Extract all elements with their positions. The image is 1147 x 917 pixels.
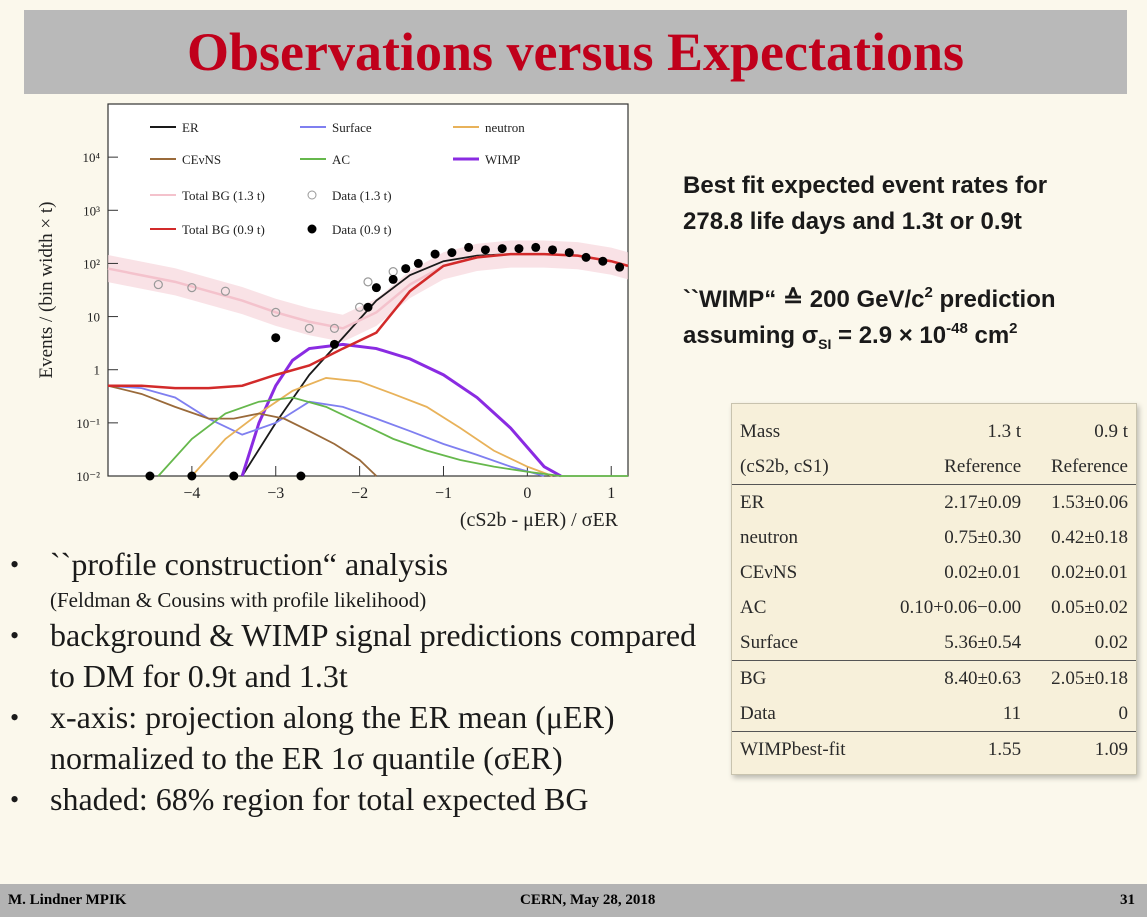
best-fit-line-2: 278.8 life days and 1.3t or 0.9t	[683, 208, 1022, 235]
bullet-item: • ``profile construction“ analysis (Feld…	[4, 544, 724, 615]
y-tick-label: 10⁻²	[76, 469, 100, 484]
data-point-0-9t	[531, 242, 541, 252]
data-point-0-9t	[187, 471, 197, 481]
wimp-line: ``WIMP“ ≙ 200 GeV/c2 prediction	[683, 284, 1056, 313]
event-rate-chart: 10⁻² 10⁻¹ 1 10 10² 10³ 10⁴ −4 −3 −2 −1 0 1 (cS2b - μE…	[36, 103, 629, 531]
bullet-list: • ``profile construction“ analysis (Feld…	[4, 544, 724, 820]
table-row: neutron 0.75±0.30 0.42±0.18	[740, 527, 1128, 548]
x-tick-label: −1	[435, 485, 452, 502]
expected-rates-table: Mass 1.3 t 0.9 t (cS2b, cS1) Reference R…	[731, 403, 1137, 775]
bg-68-band	[108, 240, 628, 342]
bullet-text: background & WIMP signal predictions com…	[50, 617, 697, 694]
legend-label: ER	[182, 120, 199, 135]
data-point-1-3t	[304, 323, 314, 333]
wimp-description: ``WIMP“ ≙ 200 GeV/c2 prediction assuming…	[683, 282, 1133, 354]
series-line	[108, 252, 629, 390]
data-point-0-9t	[447, 248, 457, 258]
legend-label: AC	[332, 152, 350, 167]
table-header-row: (cS2b, cS1) Reference Reference	[740, 456, 1128, 477]
legend-marker	[307, 224, 317, 234]
legend-label: CEνNS	[182, 152, 221, 167]
chart-panel: 10⁻² 10⁻¹ 1 10 10² 10³ 10⁴ −4 −3 −2 −1 0 1 (cS2b - μE…	[20, 96, 640, 536]
data-point-0-9t	[329, 339, 339, 349]
table-row-wimp: WIMPbest-fit 1.55 1.09	[732, 731, 1136, 767]
legend-label: Total BG (1.3 t)	[182, 188, 265, 203]
x-axis-label: (cS2b - μER) / σER	[460, 509, 619, 531]
data-point-0-9t	[413, 258, 423, 268]
y-tick-label: 1	[94, 363, 101, 378]
data-point-0-9t	[430, 249, 440, 259]
x-tick-label: −4	[183, 485, 200, 502]
data-point-1-3t	[329, 323, 340, 333]
table-row: ER 2.17±0.09 1.53±0.06	[732, 484, 1136, 520]
data-point-0-9t	[581, 252, 591, 262]
data-point-0-9t	[464, 242, 474, 252]
legend-marker	[307, 190, 317, 200]
y-tick-label: 10⁴	[82, 150, 100, 165]
bullet-item: • shaded: 68% region for total expected …	[10, 781, 589, 817]
best-fit-line-1: Best fit expected event rates for	[683, 172, 1048, 199]
x-tick-label: 1	[607, 485, 615, 502]
data-point-0-9t	[388, 274, 398, 284]
x-tick-label: −3	[267, 485, 284, 502]
data-point-0-9t	[548, 245, 558, 255]
y-tick-label: 10²	[83, 256, 100, 271]
footer-venue-date: CERN, May 28, 2018	[520, 892, 656, 908]
data-point-1-3t	[220, 286, 231, 296]
bullet-item: • x-axis: projection along the ER mean (…	[10, 699, 615, 776]
y-tick-label: 10⁻¹	[76, 416, 100, 431]
legend-label: Surface	[332, 120, 372, 135]
slide-footer: M. Lindner MPIK CERN, May 28, 2018 31	[0, 884, 1147, 917]
data-point-1-3t	[187, 283, 197, 293]
data-point-0-9t	[371, 283, 381, 293]
bullet-subtext: (Feldman & Cousins with profile likeliho…	[50, 588, 427, 612]
bullet-text: x-axis: projection along the ER mean (μE…	[50, 699, 615, 776]
data-point-0-9t	[615, 262, 625, 272]
data-point-1-3t	[363, 277, 373, 287]
data-point-0-9t	[229, 471, 239, 481]
series-line	[240, 342, 562, 478]
series-line	[191, 377, 553, 477]
table-header-row: Mass 1.3 t 0.9 t	[740, 421, 1128, 442]
assumption-line: assuming σSI = 2.9 × 10-48 cm2	[683, 320, 1018, 352]
data-point-0-9t	[497, 244, 507, 254]
title-bar: Observations versus Expectations	[24, 10, 1127, 94]
series-line	[107, 384, 545, 477]
table-row: CEνNS 0.02±0.01 0.02±0.01	[740, 562, 1128, 583]
x-tick-label: 0	[523, 485, 531, 502]
y-tick-label: 10³	[83, 203, 100, 218]
legend-label: Data (1.3 t)	[332, 188, 392, 203]
legend-label: neutron	[485, 120, 525, 135]
legend-label: Total BG (0.9 t)	[182, 222, 265, 237]
table-row: Surface 5.36±0.54 0.02	[740, 632, 1128, 653]
bullet-text: ``profile construction“ analysis	[50, 546, 449, 582]
table-row-bg: BG 8.40±0.63 2.05±0.18	[732, 660, 1136, 696]
data-point-0-9t	[271, 333, 281, 343]
footer-author: M. Lindner MPIK	[8, 892, 127, 908]
best-fit-description: Best fit expected event rates for 278.8 …	[683, 168, 1133, 240]
y-axis-label: Events / (bin width × t)	[36, 202, 57, 379]
data-point-0-9t	[564, 248, 574, 258]
bullet-item: • background & WIMP signal predictions c…	[10, 617, 697, 694]
data-point-1-3t	[271, 307, 281, 317]
y-tick-label: 10	[87, 310, 100, 325]
legend-label: Data (0.9 t)	[332, 222, 392, 237]
data-point-0-9t	[363, 302, 373, 312]
data-point-0-9t	[598, 256, 608, 266]
data-point-1-3t	[153, 279, 163, 290]
series-line	[157, 396, 628, 477]
series-line	[107, 384, 378, 477]
legend-label: WIMP	[485, 152, 520, 167]
x-tick-label: −2	[351, 485, 368, 502]
slide-number: 31	[1120, 892, 1135, 908]
bullet-text: shaded: 68% region for total expected BG	[50, 781, 589, 817]
table-row: AC 0.10+0.06−0.00 0.05±0.02	[740, 597, 1128, 618]
data-point-0-9t	[514, 244, 524, 254]
data-point-0-9t	[401, 264, 411, 274]
data-point-0-9t	[296, 471, 306, 481]
table-row-data: Data 11 0	[740, 703, 1128, 724]
data-point-0-9t	[145, 471, 155, 481]
slide-title: Observations versus Expectations	[186, 22, 964, 82]
data-point-0-9t	[480, 245, 490, 255]
